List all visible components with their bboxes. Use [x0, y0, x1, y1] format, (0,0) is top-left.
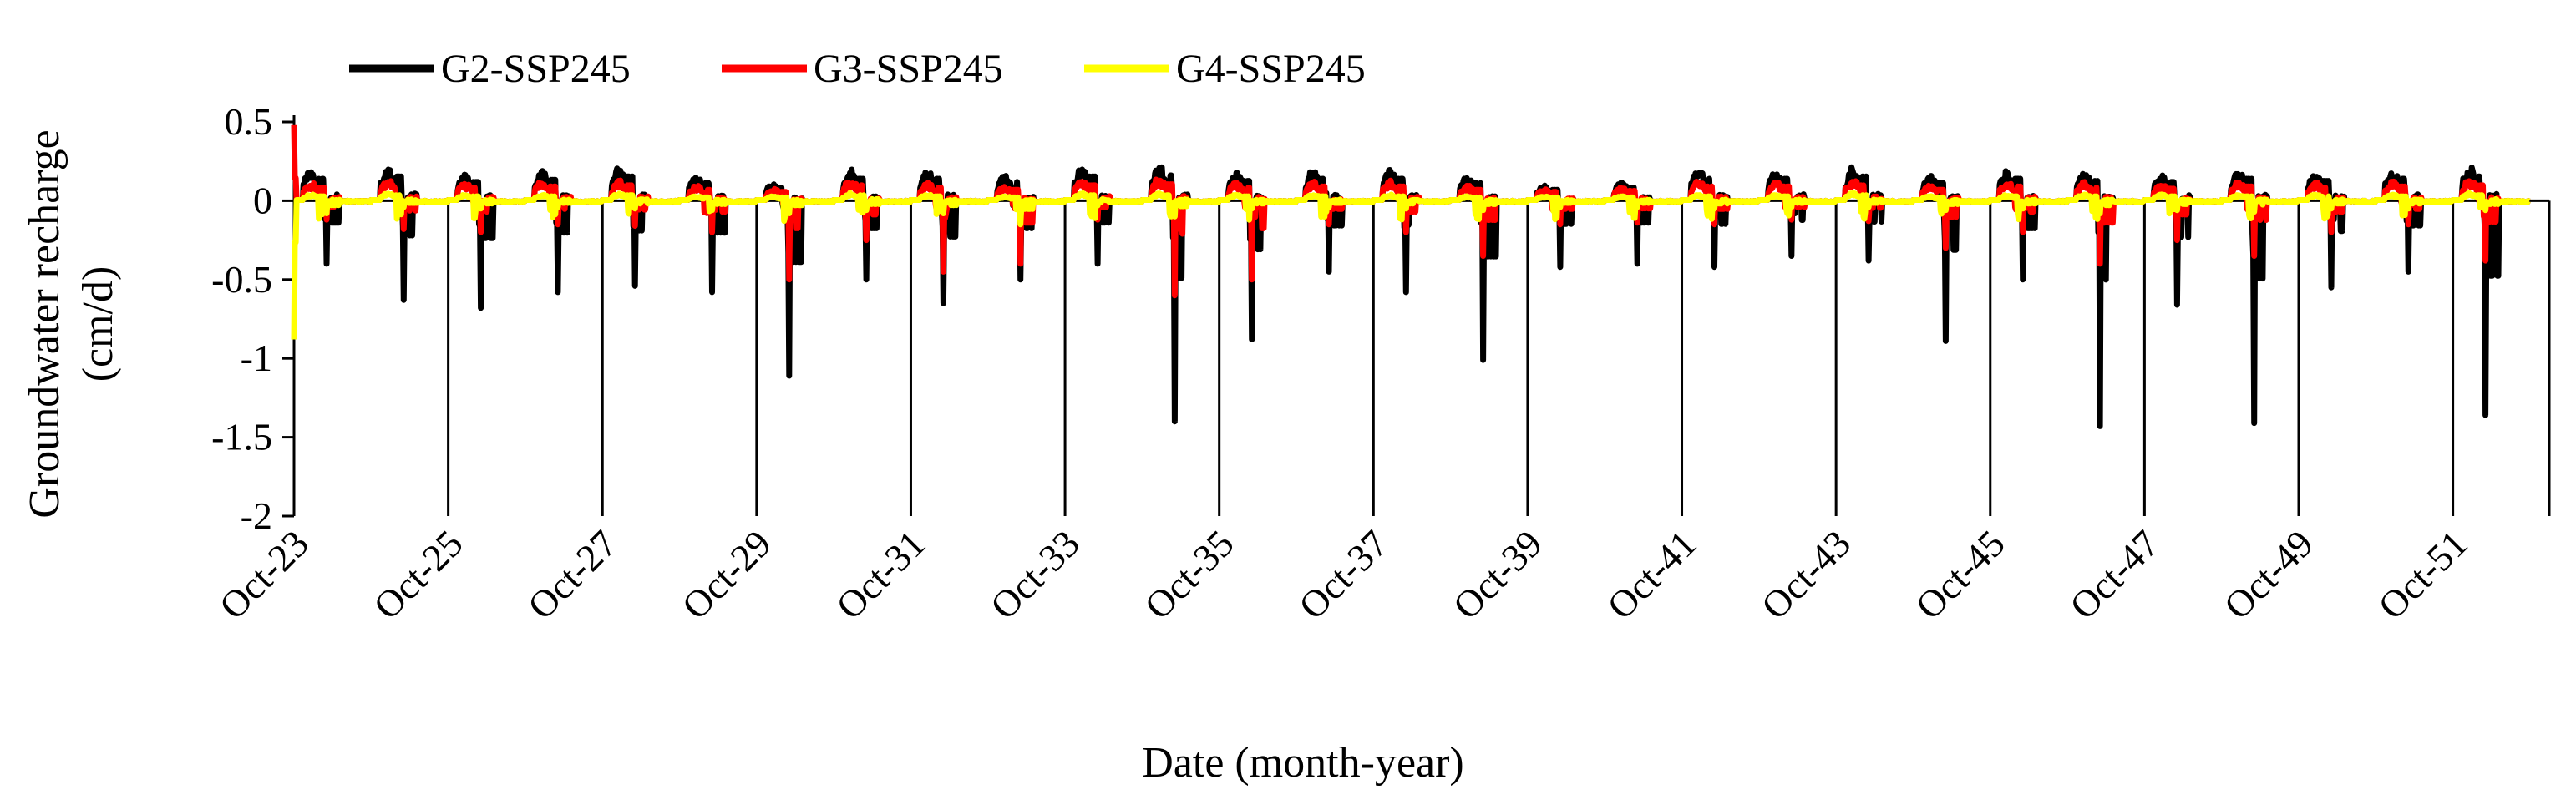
y-axis-title-line2: (cm/d) [74, 266, 122, 382]
y-tick-label: -1.5 [211, 416, 272, 458]
x-tick-label: Oct-47 [2061, 522, 2167, 627]
y-tick-label: 0.5 [225, 100, 273, 143]
x-tick-label: Oct-31 [828, 522, 933, 627]
legend-label-g3: G3-SSP245 [814, 47, 1003, 91]
x-tick-label: Oct-39 [1445, 522, 1550, 627]
y-tick-label: 0 [253, 179, 272, 221]
x-tick-label: Oct-49 [2216, 522, 2321, 627]
y-axis: 0.5 0 -0.5 -1 -1.5 -2 [211, 100, 296, 537]
x-tick-label: Oct-27 [520, 522, 625, 627]
x-tick-label: Oct-37 [1291, 522, 1396, 627]
x-tick-label: Oct-35 [1136, 522, 1241, 627]
legend: G2-SSP245 G3-SSP245 G4-SSP245 [349, 47, 1366, 91]
x-tick-label: Oct-33 [982, 522, 1088, 627]
y-axis-title-line1: Groundwater recharge [21, 129, 68, 518]
plot-area [291, 124, 2532, 429]
x-tick-label: Oct-43 [1753, 522, 1858, 627]
y-tick-label: -1 [241, 337, 272, 379]
y-tick-label: -0.5 [211, 258, 272, 301]
legend-label-g4: G4-SSP245 [1176, 47, 1366, 91]
x-axis: Oct-23 Oct-25 Oct-27 Oct-29 Oct-31 Oct-33 Oct-… [211, 199, 2551, 627]
x-tick-label: Oct-23 [211, 522, 317, 627]
x-axis-title: Date (month-year) [1142, 739, 1463, 787]
x-tick-label: Oct-51 [2370, 522, 2475, 627]
y-tick-label: -2 [241, 494, 272, 537]
x-tick-label: Oct-45 [1907, 522, 2012, 627]
series-line-g4-ssp245 [291, 190, 2532, 340]
legend-label-g2: G2-SSP245 [441, 47, 631, 91]
x-tick-label: Oct-41 [1599, 522, 1704, 627]
x-tick-label: Oct-25 [365, 522, 470, 627]
x-tick-label: Oct-29 [674, 522, 779, 627]
